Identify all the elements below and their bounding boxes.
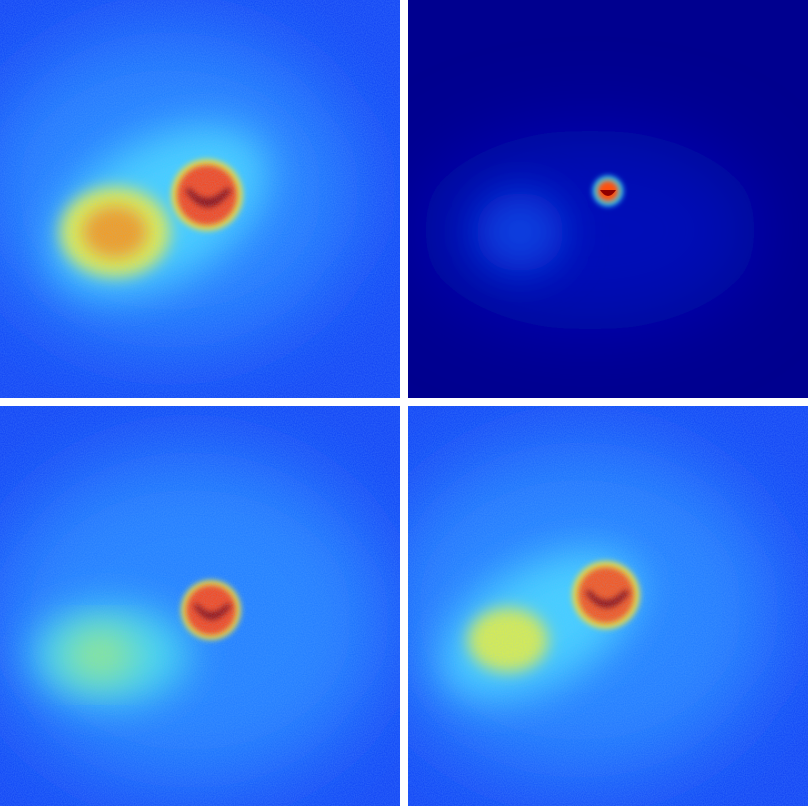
panel-bottom-right (408, 406, 808, 806)
panel-top-right (408, 0, 808, 398)
panel-bottom-left (0, 406, 400, 806)
panel-top-left (0, 0, 400, 398)
